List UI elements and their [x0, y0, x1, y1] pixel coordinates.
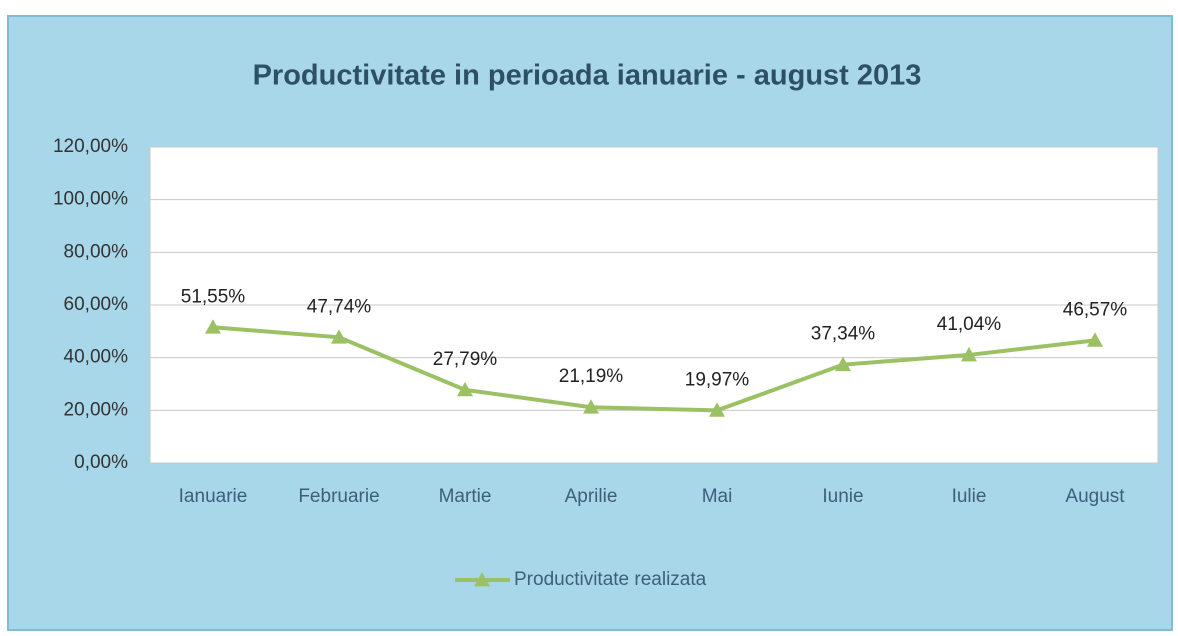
y-tick-label: 60,00%	[64, 294, 129, 315]
point-marker	[709, 402, 725, 417]
data-label: 21,19%	[559, 366, 624, 387]
x-tick-label: Martie	[439, 486, 492, 507]
x-tick-label: Ianuarie	[179, 486, 248, 507]
data-label: 47,74%	[307, 296, 372, 317]
data-label: 19,97%	[685, 369, 750, 390]
y-tick-label: 0,00%	[74, 452, 128, 473]
point-marker	[583, 399, 599, 414]
legend-label: Productivitate realizata	[514, 569, 707, 590]
point-marker	[1087, 332, 1103, 347]
x-tick-label: August	[1065, 486, 1125, 507]
point-marker	[961, 346, 977, 362]
chart-title: Productivitate in perioada ianuarie - au…	[253, 60, 922, 92]
data-label: 27,79%	[433, 349, 498, 370]
series-line	[212, 325, 1096, 413]
data-label: 51,55%	[181, 286, 246, 307]
x-tick-label: Aprilie	[565, 486, 618, 507]
data-label: 37,34%	[811, 324, 876, 345]
point-marker	[331, 329, 347, 344]
x-tick-label: Iulie	[952, 486, 987, 507]
data-label: 46,57%	[1063, 299, 1128, 320]
y-tick-label: 100,00%	[53, 189, 128, 210]
y-tick-label: 40,00%	[64, 347, 129, 368]
x-tick-label: Mai	[702, 486, 733, 507]
point-marker	[457, 381, 473, 397]
point-marker	[205, 319, 221, 334]
legend-marker	[474, 572, 490, 587]
y-tick-label: 120,00%	[53, 136, 128, 157]
data-label: 41,04%	[937, 314, 1002, 335]
x-tick-label: Februarie	[298, 486, 379, 507]
x-tick-label: Iunie	[822, 486, 863, 507]
y-tick-label: 80,00%	[64, 241, 129, 262]
y-tick-label: 20,00%	[64, 399, 129, 420]
point-marker	[835, 356, 851, 372]
